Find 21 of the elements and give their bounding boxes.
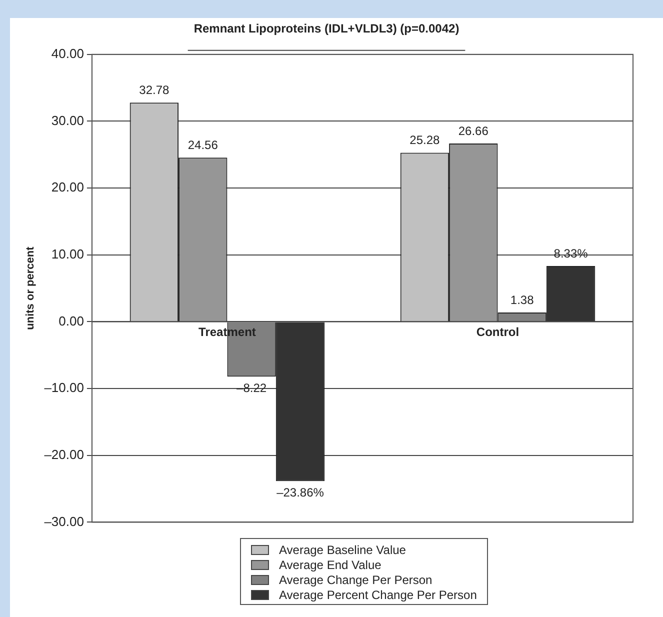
chart-title: Remnant Lipoproteins (IDL+VLDL3) (p=0.0042) xyxy=(194,22,460,36)
y-tick-label: 40.00 xyxy=(51,46,84,61)
x-tick-label: Control xyxy=(476,325,520,340)
data-label: –23.86% xyxy=(276,485,324,500)
data-label: 26.66 xyxy=(458,124,489,138)
data-label: 24.56 xyxy=(188,138,218,152)
y-tick-label: –20.00 xyxy=(44,446,84,462)
legend-label: Average Change Per Person xyxy=(279,572,432,586)
legend-label: Average End Value xyxy=(279,558,382,572)
y-tick-label: –30.00 xyxy=(44,514,84,529)
data-label: 25.28 xyxy=(410,133,440,148)
y-tick-label: 10.00 xyxy=(51,246,84,262)
y-tick-label: 20.00 xyxy=(51,180,84,195)
y-tick-label: 30.00 xyxy=(51,112,84,128)
data-label: 32.78 xyxy=(139,82,170,97)
legend-label: Average Percent Change Per Person xyxy=(279,588,477,602)
y-tick-label: 0.00 xyxy=(58,313,84,328)
y-axis-title: units or percent xyxy=(24,246,37,330)
legend-label: Average Baseline Value xyxy=(279,542,406,556)
y-tick-label: –10.00 xyxy=(44,380,84,396)
data-label: 1.38 xyxy=(510,292,534,307)
